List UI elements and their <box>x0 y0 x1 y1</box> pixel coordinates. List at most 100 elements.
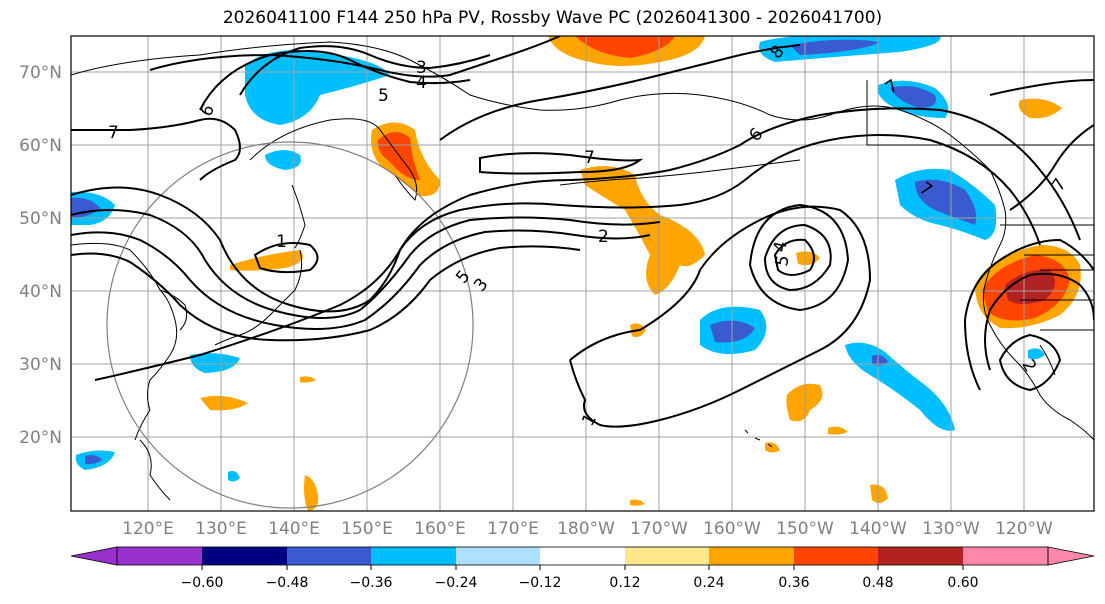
lon-label: 170°E <box>487 519 539 539</box>
pv-contours <box>71 36 1094 428</box>
lat-label: 70°N <box>19 63 62 83</box>
coast-alaska <box>769 105 1007 246</box>
pv-contour <box>253 242 319 274</box>
lat-label: 20°N <box>19 428 62 448</box>
anomaly-negative-strong <box>790 39 880 55</box>
pv-contour <box>199 50 471 111</box>
colorbar-segment <box>794 547 878 565</box>
anomaly-positive-max <box>1005 269 1055 304</box>
anomaly-negative <box>845 342 955 431</box>
lon-label: 180°W <box>557 519 615 539</box>
pv-contour <box>71 229 651 330</box>
coastlines <box>71 41 1094 501</box>
coast-kamchatka <box>379 129 418 201</box>
colorbar-frame <box>116 546 1049 566</box>
colorbar-ticks <box>201 565 964 570</box>
anomaly-negative <box>190 353 240 373</box>
colorbar-segment <box>287 547 371 565</box>
lon-label: 170°W <box>630 519 688 539</box>
colorbar-tick-label: 0.60 <box>947 575 978 591</box>
anomaly-negative <box>1028 348 1045 360</box>
anomaly-positive <box>304 475 319 511</box>
colorbar-tick-label: −0.48 <box>266 575 309 591</box>
contour-label: 2 <box>598 227 609 247</box>
pv-contour <box>1009 124 1094 211</box>
anomaly-positive <box>828 426 848 435</box>
pv-contour <box>569 205 872 428</box>
map-frame <box>70 35 1095 512</box>
colorbar-extend-max <box>1047 546 1095 566</box>
contour-label: 5 <box>772 254 794 268</box>
pc-anomaly-fills <box>71 36 1081 511</box>
pv-contour <box>479 152 644 175</box>
longitude-labels: 120°E 130°E 140°E 150°E 160°E 170°E 180°… <box>122 519 1053 539</box>
pv-contour <box>71 209 661 319</box>
lon-label: 150°E <box>341 519 393 539</box>
lon-label: 130°E <box>195 519 247 539</box>
coast-okhotsk <box>249 118 381 161</box>
colorbar-tick-label: 0.48 <box>862 575 893 591</box>
coast-na-west <box>982 244 1094 441</box>
pv-contour <box>439 44 801 141</box>
colorbar-extend-min <box>70 546 118 566</box>
colorbar-tick-label: 0.36 <box>778 575 809 591</box>
coast-philippines <box>139 439 171 501</box>
anomaly-negative-strong <box>872 354 888 366</box>
rossby-wave-circle <box>106 141 474 509</box>
colorbar-segment <box>202 547 287 565</box>
colorbar-segment <box>625 547 709 565</box>
map-panel: 3 4 5 6 7 7 6 8 7 1 5 3 2 5 4 7 1 2 7 <box>70 35 1095 512</box>
colorbar: −0.60 −0.48 −0.36 −0.24 −0.12 0.12 0.24 … <box>70 546 1095 591</box>
pv-contour <box>149 36 561 78</box>
lon-label: 140°W <box>849 519 907 539</box>
pv-contour <box>763 223 832 292</box>
anomaly-negative <box>245 50 390 126</box>
anomaly-positive <box>786 383 823 422</box>
latitude-labels: 70°N 60°N 50°N 40°N 30°N 20°N <box>19 63 62 448</box>
colorbar-tick-label: 0.12 <box>609 575 640 591</box>
lat-label: 50°N <box>19 209 62 229</box>
colorbar-segment <box>540 547 625 565</box>
map-title: 2026041100 F144 250 hPa PV, Rossby Wave … <box>222 8 883 28</box>
anomaly-positive <box>580 166 705 295</box>
contour-label: 5 <box>378 86 389 106</box>
pv-contour <box>998 333 1062 392</box>
pv-contour <box>989 79 1094 96</box>
anomaly-positive <box>870 484 888 504</box>
colorbar-tick-label: −0.36 <box>350 575 393 591</box>
anomaly-positive <box>230 250 303 271</box>
contour-label: 4 <box>416 73 427 93</box>
colorbar-segment <box>371 547 456 565</box>
anomaly-positive <box>630 499 645 506</box>
contour-label: 7 <box>584 148 595 168</box>
colorbar-segment <box>456 547 540 565</box>
colorbar-tick-label: −0.24 <box>435 575 478 591</box>
anomaly-negative <box>228 470 240 482</box>
lon-label: 120°W <box>995 519 1053 539</box>
contour-label: 3 <box>416 58 427 78</box>
colorbar-segment <box>963 547 1048 565</box>
colorbar-segment <box>117 547 202 565</box>
border-states <box>1020 254 1094 331</box>
colorbar-segment <box>878 547 963 565</box>
lon-label: 160°E <box>414 519 466 539</box>
pv-contour <box>94 107 1081 381</box>
anomaly-negative-strong <box>890 86 936 108</box>
lon-label: 140°E <box>268 519 320 539</box>
anomaly-negative-strong <box>85 455 102 465</box>
pv-contour <box>773 238 815 276</box>
pv-contour <box>963 238 1094 391</box>
contour-label: 7 <box>108 123 119 143</box>
coast-aleutians <box>559 159 801 186</box>
pv-contour <box>984 272 1094 371</box>
colorbar-tick-label: 0.24 <box>693 575 724 591</box>
anomaly-negative-strong <box>915 179 977 225</box>
colorbar-segment <box>709 547 794 565</box>
coast-east-asia <box>71 242 178 441</box>
lon-label: 130°W <box>922 519 980 539</box>
lat-label: 30°N <box>19 355 62 375</box>
coast-hawaii <box>744 429 773 448</box>
lon-label: 160°W <box>703 519 761 539</box>
border-canada-us <box>866 80 1094 226</box>
lat-label: 40°N <box>19 282 62 302</box>
